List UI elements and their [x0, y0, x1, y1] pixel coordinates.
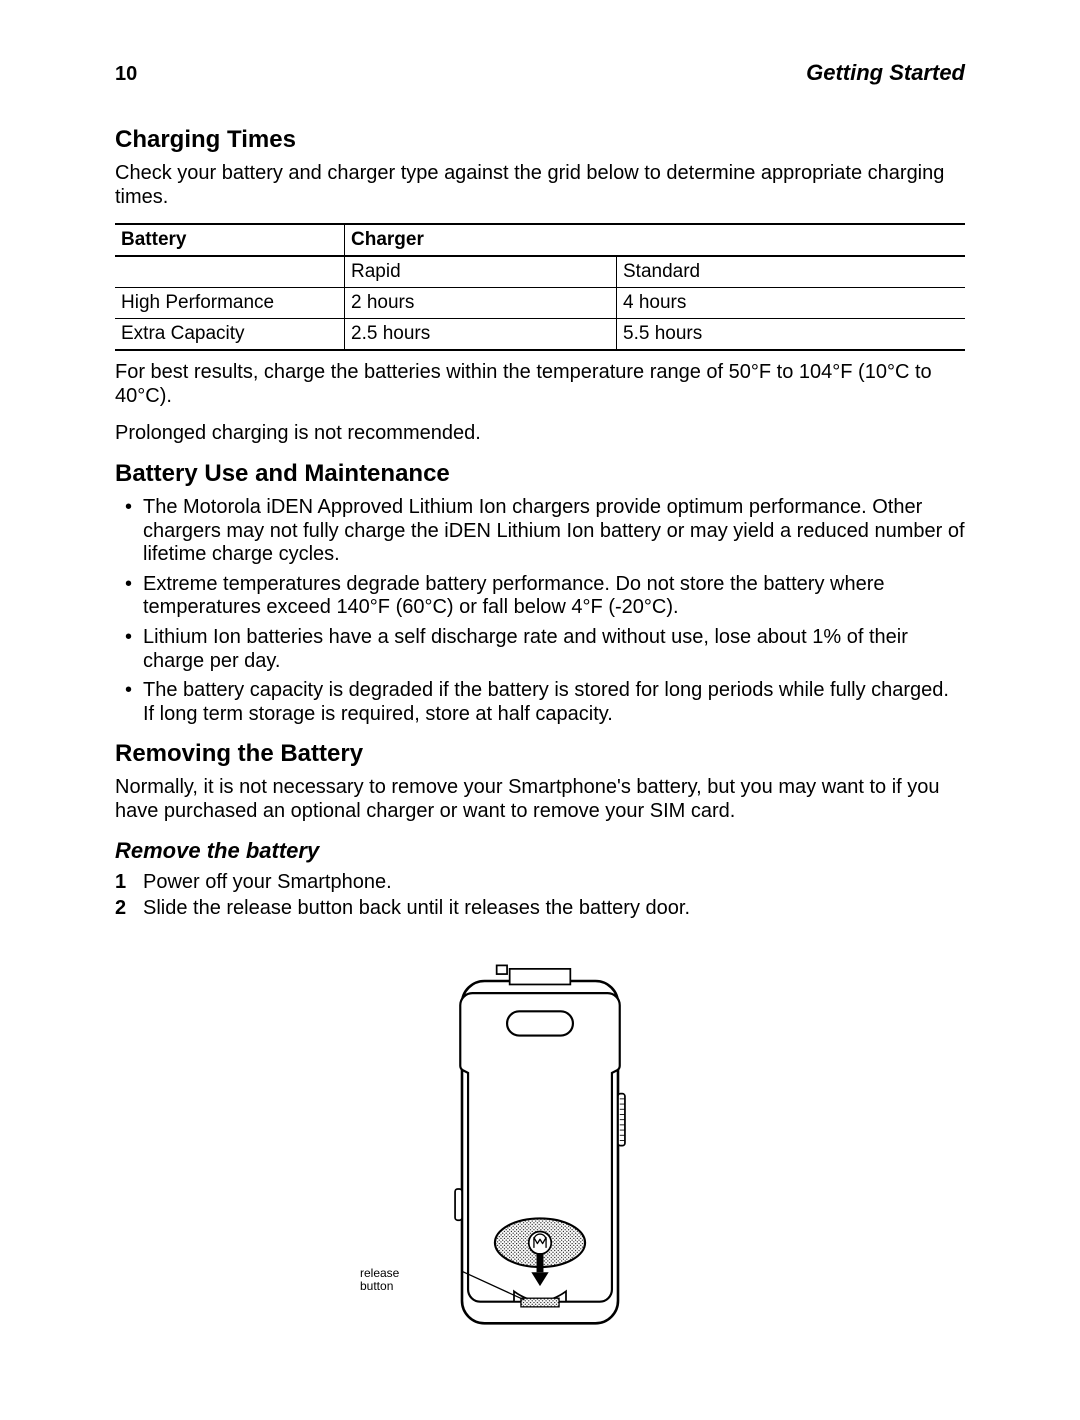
list-item: 2Slide the release button back until it …: [115, 896, 965, 920]
remove-battery-steps: 1Power off your Smartphone. 2Slide the r…: [115, 870, 965, 920]
phone-figure: releasebutton: [115, 940, 965, 1360]
table-row: Extra Capacity 2.5 hours 5.5 hours: [115, 319, 965, 351]
battery-use-list: The Motorola iDEN Approved Lithium Ion c…: [115, 496, 965, 726]
table-cell: [115, 256, 345, 288]
step-text: Slide the release button back until it r…: [143, 897, 690, 919]
table-cell: Standard: [617, 256, 966, 288]
table-cell: 2 hours: [345, 288, 617, 319]
table-header-charger: Charger: [345, 224, 966, 256]
table-cell: Rapid: [345, 256, 617, 288]
charging-intro: Check your battery and charger type agai…: [115, 162, 965, 209]
table-cell: High Performance: [115, 288, 345, 319]
page-number: 10: [115, 63, 137, 86]
removing-intro: Normally, it is not necessary to remove …: [115, 776, 965, 823]
table-row: High Performance 2 hours 4 hours: [115, 288, 965, 319]
phone-back-icon: [410, 940, 670, 1360]
subheading-remove-battery: Remove the battery: [115, 838, 965, 864]
heading-battery-use: Battery Use and Maintenance: [115, 460, 965, 488]
charging-times-table: Battery Charger Rapid Standard High Perf…: [115, 223, 965, 351]
list-item: Lithium Ion batteries have a self discha…: [115, 626, 965, 673]
list-item: Extreme temperatures degrade battery per…: [115, 573, 965, 620]
list-item: 1Power off your Smartphone.: [115, 870, 965, 894]
list-item: The Motorola iDEN Approved Lithium Ion c…: [115, 496, 965, 567]
prolonged-note: Prolonged charging is not recommended.: [115, 422, 965, 446]
heading-removing-battery: Removing the Battery: [115, 740, 965, 768]
list-item: The battery capacity is degraded if the …: [115, 679, 965, 726]
heading-charging-times: Charging Times: [115, 126, 965, 154]
step-text: Power off your Smartphone.: [143, 871, 392, 893]
table-header-battery: Battery: [115, 224, 345, 256]
table-cell: 4 hours: [617, 288, 966, 319]
table-cell: 2.5 hours: [345, 319, 617, 351]
temp-note: For best results, charge the batteries w…: [115, 361, 965, 408]
section-title: Getting Started: [806, 60, 965, 86]
table-cell: Extra Capacity: [115, 319, 345, 351]
table-cell: 5.5 hours: [617, 319, 966, 351]
release-button-label: releasebutton: [360, 1267, 399, 1293]
